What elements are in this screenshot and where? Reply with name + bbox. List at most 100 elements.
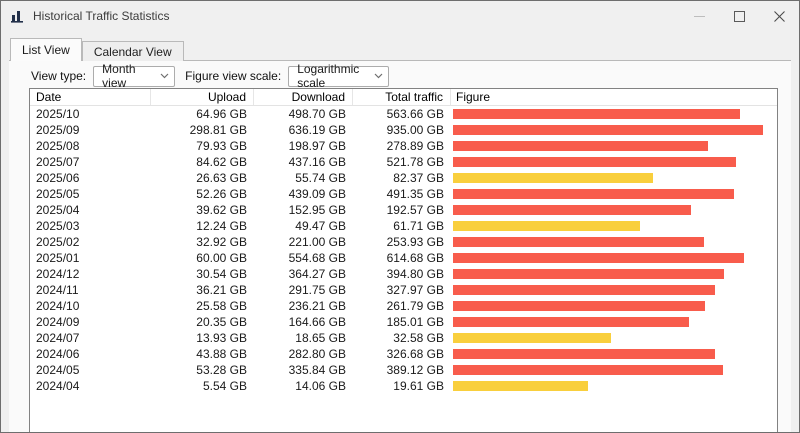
cell-total: 32.58 GB xyxy=(393,331,444,345)
cell-upload: 60.00 GB xyxy=(196,251,247,265)
cell-figure xyxy=(451,282,777,298)
cell-download: 55.74 GB xyxy=(295,171,346,185)
column-header-download[interactable]: Download xyxy=(254,89,353,105)
cell-total: 935.00 GB xyxy=(386,123,444,137)
cell-date: 2025/10 xyxy=(36,107,80,121)
cell-date: 2024/06 xyxy=(36,347,80,361)
figure-bar xyxy=(453,253,744,263)
cell-total: 521.78 GB xyxy=(386,155,444,169)
figure-bar xyxy=(453,125,763,135)
cell-download: 291.75 GB xyxy=(288,283,346,297)
cell-figure xyxy=(451,122,777,138)
tab-calendar-view[interactable]: Calendar View xyxy=(81,41,184,61)
minimize-button[interactable] xyxy=(679,1,719,31)
column-header-date[interactable]: Date xyxy=(30,89,151,105)
table-row[interactable]: 2024/10 25.58 GB 236.21 GB 261.79 GB xyxy=(30,298,777,314)
cell-upload: 26.63 GB xyxy=(196,171,247,185)
cell-date: 2025/09 xyxy=(36,123,80,137)
cell-figure xyxy=(451,138,777,154)
cell-date: 2024/04 xyxy=(36,379,80,393)
figure-view-scale-value: Logarithmic scale xyxy=(297,62,360,90)
figure-bar xyxy=(453,157,736,167)
minimize-icon xyxy=(693,15,705,17)
figure-bar xyxy=(453,141,708,151)
close-icon xyxy=(773,10,785,22)
table-row[interactable]: 2025/06 26.63 GB 55.74 GB 82.37 GB xyxy=(30,170,777,186)
cell-total: 61.71 GB xyxy=(393,219,444,233)
cell-total: 326.68 GB xyxy=(386,347,444,361)
cell-total: 563.66 GB xyxy=(386,107,444,121)
cell-total: 394.80 GB xyxy=(386,267,444,281)
cell-upload: 30.54 GB xyxy=(196,267,247,281)
figure-bar xyxy=(453,317,689,327)
maximize-button[interactable] xyxy=(719,1,759,31)
tab-bar: List View Calendar View xyxy=(10,38,184,61)
table-row[interactable]: 2025/05 52.26 GB 439.09 GB 491.35 GB xyxy=(30,186,777,202)
table-row[interactable]: 2025/03 12.24 GB 49.47 GB 61.71 GB xyxy=(30,218,777,234)
view-type-combobox[interactable]: Month view xyxy=(93,62,176,90)
close-button[interactable] xyxy=(759,1,799,31)
cell-upload: 20.35 GB xyxy=(196,315,247,329)
figure-bar xyxy=(453,333,611,343)
cell-upload: 43.88 GB xyxy=(196,347,247,361)
titlebar: Historical Traffic Statistics xyxy=(1,1,799,31)
table-row[interactable]: 2025/07 84.62 GB 437.16 GB 521.78 GB xyxy=(30,154,777,170)
window-title: Historical Traffic Statistics xyxy=(33,9,170,23)
cell-total: 327.97 GB xyxy=(386,283,444,297)
cell-date: 2025/07 xyxy=(36,155,80,169)
table-row[interactable]: 2024/05 53.28 GB 335.84 GB 389.12 GB xyxy=(30,362,777,378)
table-row[interactable]: 2025/01 60.00 GB 554.68 GB 614.68 GB xyxy=(30,250,777,266)
table-body: 2025/10 64.96 GB 498.70 GB 563.66 GB 202… xyxy=(30,106,777,394)
table-row[interactable]: 2025/09 298.81 GB 636.19 GB 935.00 GB xyxy=(30,122,777,138)
cell-upload: 53.28 GB xyxy=(196,363,247,377)
chevron-down-icon xyxy=(160,73,169,79)
figure-bar xyxy=(453,173,653,183)
cell-upload: 12.24 GB xyxy=(196,219,247,233)
cell-figure xyxy=(451,314,777,330)
tab-list-view[interactable]: List View xyxy=(10,38,82,61)
figure-bar xyxy=(453,285,715,295)
table-row[interactable]: 2024/11 36.21 GB 291.75 GB 327.97 GB xyxy=(30,282,777,298)
cell-total: 82.37 GB xyxy=(393,171,444,185)
cell-figure xyxy=(451,362,777,378)
cell-download: 221.00 GB xyxy=(288,235,346,249)
cell-download: 554.68 GB xyxy=(288,251,346,265)
figure-view-scale-combobox[interactable]: Logarithmic scale xyxy=(288,62,390,90)
cell-date: 2025/03 xyxy=(36,219,80,233)
table-row[interactable]: 2024/12 30.54 GB 364.27 GB 394.80 GB xyxy=(30,266,777,282)
figure-view-scale-label: Figure view scale: xyxy=(185,69,282,83)
table-row[interactable]: 2025/10 64.96 GB 498.70 GB 563.66 GB xyxy=(30,106,777,122)
table-row[interactable]: 2024/07 13.93 GB 18.65 GB 32.58 GB xyxy=(30,330,777,346)
chevron-down-icon xyxy=(374,73,383,79)
column-header-figure[interactable]: Figure xyxy=(456,90,491,104)
cell-download: 439.09 GB xyxy=(288,187,346,201)
list-view-pane: View type: Month view Figure view scale:… xyxy=(9,60,791,432)
table-row[interactable]: 2024/06 43.88 GB 282.80 GB 326.68 GB xyxy=(30,346,777,362)
cell-download: 364.27 GB xyxy=(288,267,346,281)
table-row[interactable]: 2025/02 32.92 GB 221.00 GB 253.93 GB xyxy=(30,234,777,250)
cell-upload: 52.26 GB xyxy=(196,187,247,201)
window-controls xyxy=(679,1,799,31)
column-header-upload[interactable]: Upload xyxy=(151,89,254,105)
cell-figure xyxy=(451,170,777,186)
table-header: Date Upload Download Total traffic Figur… xyxy=(30,89,777,106)
table-row[interactable]: 2025/04 39.62 GB 152.95 GB 192.57 GB xyxy=(30,202,777,218)
cell-upload: 84.62 GB xyxy=(196,155,247,169)
figure-bar xyxy=(453,189,734,199)
cell-date: 2025/05 xyxy=(36,187,80,201)
table-row[interactable]: 2025/08 79.93 GB 198.97 GB 278.89 GB xyxy=(30,138,777,154)
cell-figure xyxy=(451,154,777,170)
figure-bar xyxy=(453,301,705,311)
toolbar: View type: Month view Figure view scale:… xyxy=(31,62,399,90)
cell-total: 192.57 GB xyxy=(386,203,444,217)
cell-total: 253.93 GB xyxy=(386,235,444,249)
table-row[interactable]: 2024/04 5.54 GB 14.06 GB 19.61 GB xyxy=(30,378,777,394)
table-row[interactable]: 2024/09 20.35 GB 164.66 GB 185.01 GB xyxy=(30,314,777,330)
cell-download: 236.21 GB xyxy=(288,299,346,313)
cell-figure xyxy=(451,378,777,394)
column-header-total-traffic[interactable]: Total traffic xyxy=(353,89,451,105)
cell-upload: 32.92 GB xyxy=(196,235,247,249)
cell-total: 19.61 GB xyxy=(393,379,444,393)
cell-download: 152.95 GB xyxy=(288,203,346,217)
cell-figure xyxy=(451,202,777,218)
